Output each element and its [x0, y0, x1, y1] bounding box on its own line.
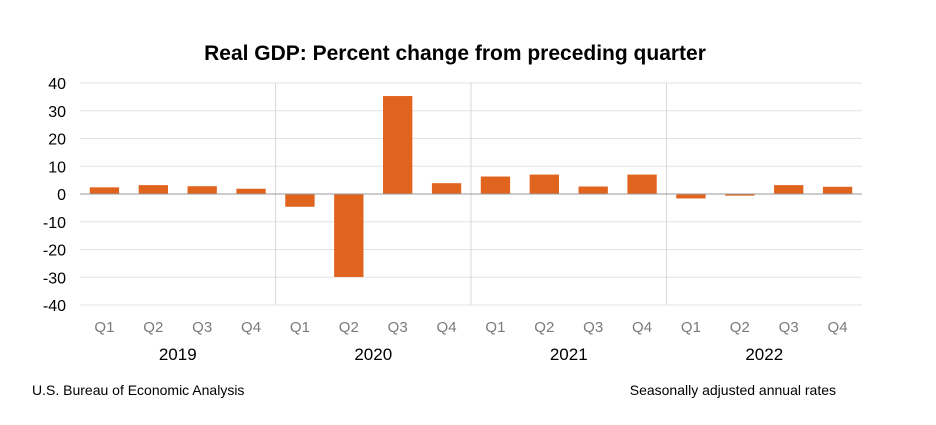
quarter-label: Q4: [437, 319, 457, 336]
bar: [480, 176, 511, 194]
bar: [431, 183, 462, 194]
quarter-label: Q2: [534, 319, 554, 336]
rates-note: Seasonally adjusted annual rates: [630, 382, 836, 398]
bar: [774, 185, 804, 194]
y-tick-label: 0: [57, 187, 66, 204]
y-tick-label: 30: [48, 104, 66, 121]
y-tick-label: -40: [43, 298, 66, 315]
labels-layer: 40 30 20 10 0 -10 -20 -30 -40 Q1 Q2 Q3 Q4 2019 Q1 Q2 Q3 Q…: [43, 76, 848, 364]
bar: [383, 96, 413, 194]
y-tick-label: -10: [43, 215, 66, 232]
quarter-label: Q3: [388, 319, 408, 336]
bar: [138, 185, 168, 194]
quarter-label: Q1: [485, 319, 505, 336]
quarter-label: Q3: [779, 319, 799, 336]
bar: [285, 194, 315, 207]
quarter-label: Q1: [290, 319, 310, 336]
quarter-label: Q2: [143, 319, 163, 336]
quarter-label: Q4: [632, 319, 652, 336]
y-tick-label: 10: [48, 159, 66, 176]
y-tick-label: 40: [48, 76, 66, 93]
quarter-label: Q2: [339, 319, 359, 336]
bar: [676, 194, 706, 199]
y-tick-label: -20: [43, 243, 66, 260]
source-note: U.S. Bureau of Economic Analysis: [32, 382, 244, 398]
bar: [334, 194, 364, 277]
quarter-label: Q4: [241, 319, 261, 336]
bar: [529, 174, 559, 194]
y-tick-label: 20: [48, 132, 66, 149]
year-label: 2020: [354, 345, 392, 364]
quarter-label: Q4: [828, 319, 848, 336]
bar: [822, 186, 853, 194]
quarter-label: Q2: [730, 319, 750, 336]
quarter-label: Q3: [192, 319, 212, 336]
year-label: 2021: [550, 345, 588, 364]
quarter-label: Q1: [94, 319, 114, 336]
year-label: 2022: [745, 345, 783, 364]
bar: [725, 194, 755, 196]
quarter-label: Q1: [681, 319, 701, 336]
year-label: 2019: [159, 345, 197, 364]
grid-layer: [80, 82, 862, 306]
bar: [578, 186, 608, 194]
quarter-label: Q3: [583, 319, 603, 336]
bar: [89, 187, 120, 194]
bar: [627, 174, 657, 194]
bar: [236, 188, 266, 194]
bars-layer: [80, 96, 862, 277]
bar: [187, 186, 217, 194]
chart-title: Real GDP: Percent change from preceding …: [204, 42, 706, 65]
y-tick-label: -30: [43, 270, 66, 287]
